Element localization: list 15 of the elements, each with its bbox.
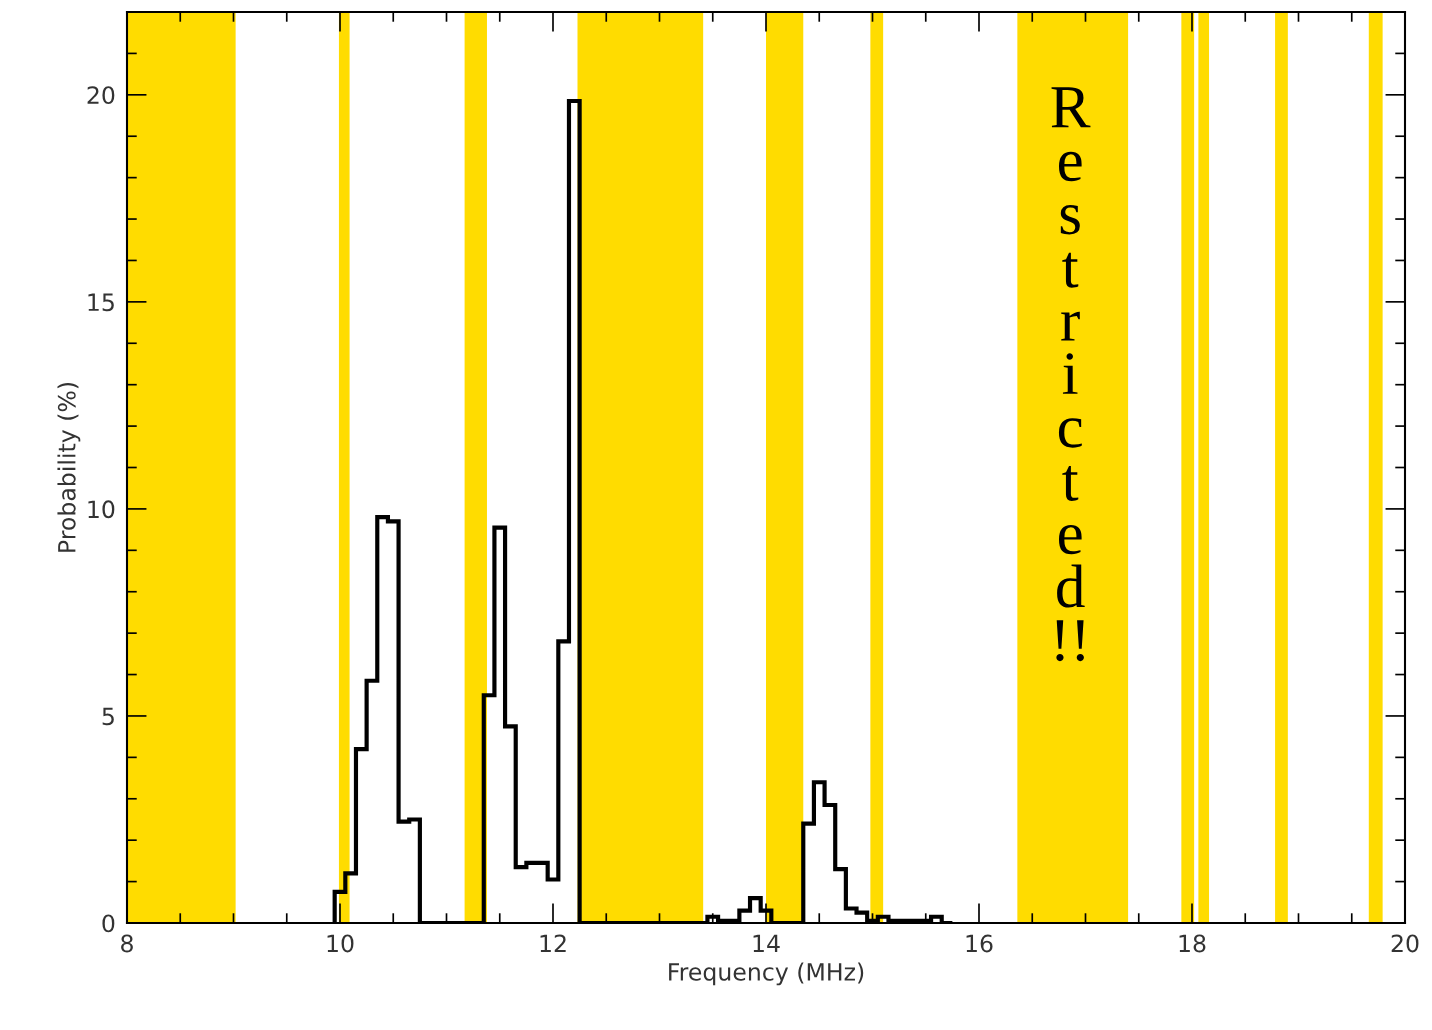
- x-tick-label: 14: [753, 934, 780, 953]
- y-tick-label: 20: [87, 86, 115, 105]
- x-tick-label: 18: [1179, 934, 1206, 953]
- x-tick-label: 8: [121, 934, 133, 953]
- x-tick-label: 10: [327, 934, 354, 953]
- y-tick-label: 15: [88, 293, 114, 312]
- text: R e s t r i c t e d !!: [1051, 87, 1091, 662]
- x-axis-title: Frequency (MHz): [669, 962, 864, 986]
- x-tick-label: 20: [1391, 934, 1419, 953]
- y-tick-label: 10: [88, 500, 115, 519]
- x-tick-label: 12: [540, 934, 566, 953]
- y-tick-label: 5: [102, 707, 114, 726]
- y-tick-label: 0: [102, 914, 115, 933]
- y-axis-title: Probability (%): [57, 382, 81, 552]
- x-tick-label: 16: [966, 934, 993, 953]
